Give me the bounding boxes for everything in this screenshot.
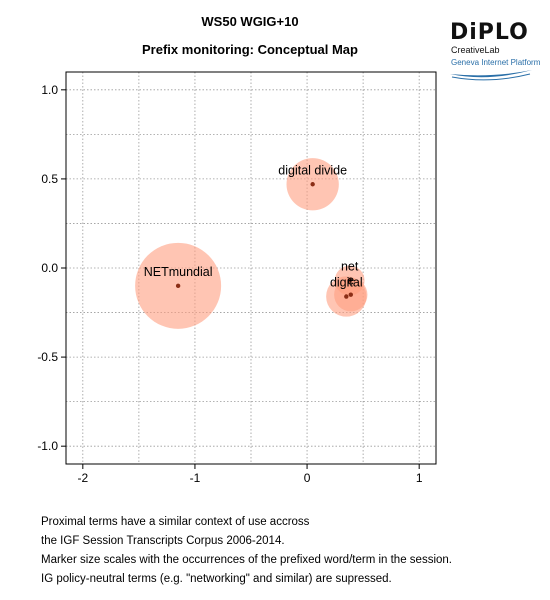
y-tick-label: 1.0 xyxy=(41,83,58,97)
point-label: net xyxy=(341,259,359,273)
y-tick-label: -0.5 xyxy=(37,350,58,364)
y-tick-label: 0.0 xyxy=(41,261,58,275)
data-point xyxy=(175,283,181,289)
logo-platform: Geneva Internet Platform xyxy=(451,58,541,67)
y-tick-label: -1.0 xyxy=(37,439,58,453)
x-tick-label: -1 xyxy=(190,471,201,485)
x-tick-label: -2 xyxy=(77,471,88,485)
data-point xyxy=(310,182,315,187)
caption-line: Proximal terms have a similar context of… xyxy=(41,516,310,528)
caption-line: IG policy-neutral terms (e.g. "networkin… xyxy=(41,573,392,585)
swoosh-icon xyxy=(450,70,532,81)
x-tick-label: 1 xyxy=(416,471,423,485)
data-point xyxy=(348,292,353,297)
caption-line: the IGF Session Transcripts Corpus 2006-… xyxy=(41,535,285,547)
data-point xyxy=(347,278,352,283)
point-label: digital xyxy=(330,276,363,290)
chart-title: WS50 WGIG+10 xyxy=(201,14,299,29)
point-label: NETmundial xyxy=(144,265,213,279)
data-point xyxy=(344,294,349,299)
chart-subtitle: Prefix monitoring: Conceptual Map xyxy=(142,42,358,57)
caption-line: Marker size scales with the occurrences … xyxy=(41,554,452,566)
logo-lab: CreativeLab xyxy=(451,45,500,55)
caption: Proximal terms have a similar context of… xyxy=(41,513,452,589)
point-label: digital divide xyxy=(278,163,347,177)
x-tick-label: 0 xyxy=(304,471,311,485)
point-label: e xyxy=(347,274,354,288)
bubbles xyxy=(135,158,368,329)
axes: -2 -1 0 1 -1.0 -0.5 0.0 0.5 1.0 xyxy=(37,83,423,485)
y-tick-label: 0.5 xyxy=(41,172,58,186)
diplo-logo: DiPLO CreativeLab Geneva Internet Platfo… xyxy=(448,20,548,82)
grid xyxy=(66,72,436,464)
logo-name: DiPLO xyxy=(450,20,529,45)
